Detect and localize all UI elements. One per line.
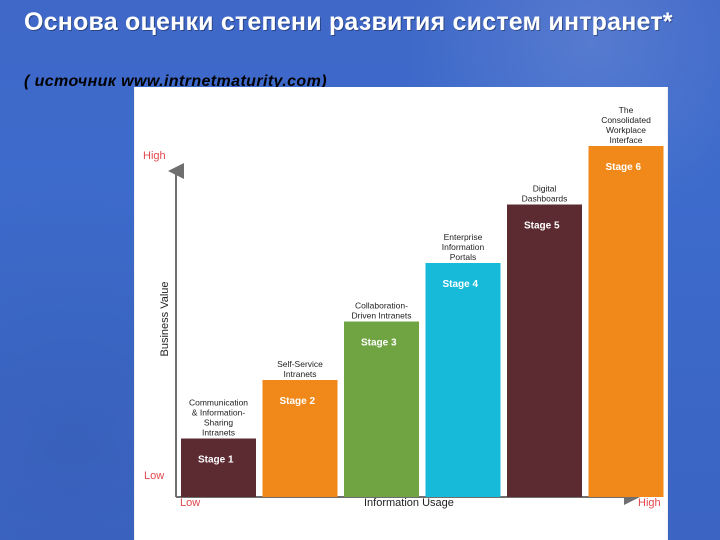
x-axis-high-label: High (638, 497, 661, 509)
bars-layer: Stage 1 Communication& Information-Sharin… (181, 105, 664, 497)
bar-stage-label: Stage 1 (198, 455, 234, 466)
bar-description-line: Portals (450, 252, 476, 262)
bar-description-line: Dashboards (522, 194, 568, 204)
bar-description-line: Information (442, 242, 485, 252)
bar-description-line: Self-Service (277, 359, 323, 369)
bar-stage-3 (344, 321, 419, 497)
bar-description-group: Communication& Information-SharingIntran… (189, 398, 248, 438)
bar-stage-label: Stage 2 (280, 396, 316, 407)
bar-description-line: Enterprise (444, 232, 483, 242)
bar-description-line: The (619, 105, 634, 115)
bar-description-line: Communication (189, 398, 248, 408)
bar-description-line: Workplace (606, 125, 646, 135)
bar-stage-5 (507, 204, 582, 497)
bar-stage-label: Stage 5 (524, 221, 560, 232)
bar-description-line: Intranets (283, 369, 316, 379)
bar-description-line: Intranets (202, 428, 235, 438)
bar-description-line: Driven Intranets (352, 311, 412, 321)
bar-stage-label: Stage 4 (443, 279, 479, 290)
bar-description-line: Consolidated (601, 115, 651, 125)
bar-description-group: Collaboration-Driven Intranets (352, 301, 412, 321)
maturity-bar-chart: Stage 1 Communication& Information-Sharin… (143, 105, 664, 509)
bar-stage-4 (425, 263, 501, 497)
bar-description-line: & Information- (192, 408, 246, 418)
x-axis-low-label: Low (180, 497, 200, 509)
x-axis-title: Information Usage (364, 497, 454, 509)
bar-stage-2 (262, 380, 338, 497)
bar-stage-6 (588, 146, 664, 497)
y-axis-low-label: Low (144, 470, 164, 482)
bar-stage-label: Stage 6 (606, 162, 642, 173)
bar-description-line: Collaboration- (355, 301, 408, 311)
bar-description-line: Interface (609, 135, 642, 145)
bar-description-line: Sharing (204, 418, 234, 428)
chart-panel: Stage 1 Communication & Information- Sharin… (134, 87, 668, 540)
bar-description-line: Digital (533, 184, 557, 194)
bar-stage-1 (181, 438, 256, 497)
bar-stage-label: Stage 3 (361, 338, 397, 349)
source-note: ( источник www.intrnetmaturity.com) (24, 73, 327, 90)
y-axis-high-label: High (143, 150, 166, 162)
slide-title: Основа оценки степени развития систем ин… (24, 8, 673, 36)
y-axis-title: Business Value (159, 281, 171, 356)
